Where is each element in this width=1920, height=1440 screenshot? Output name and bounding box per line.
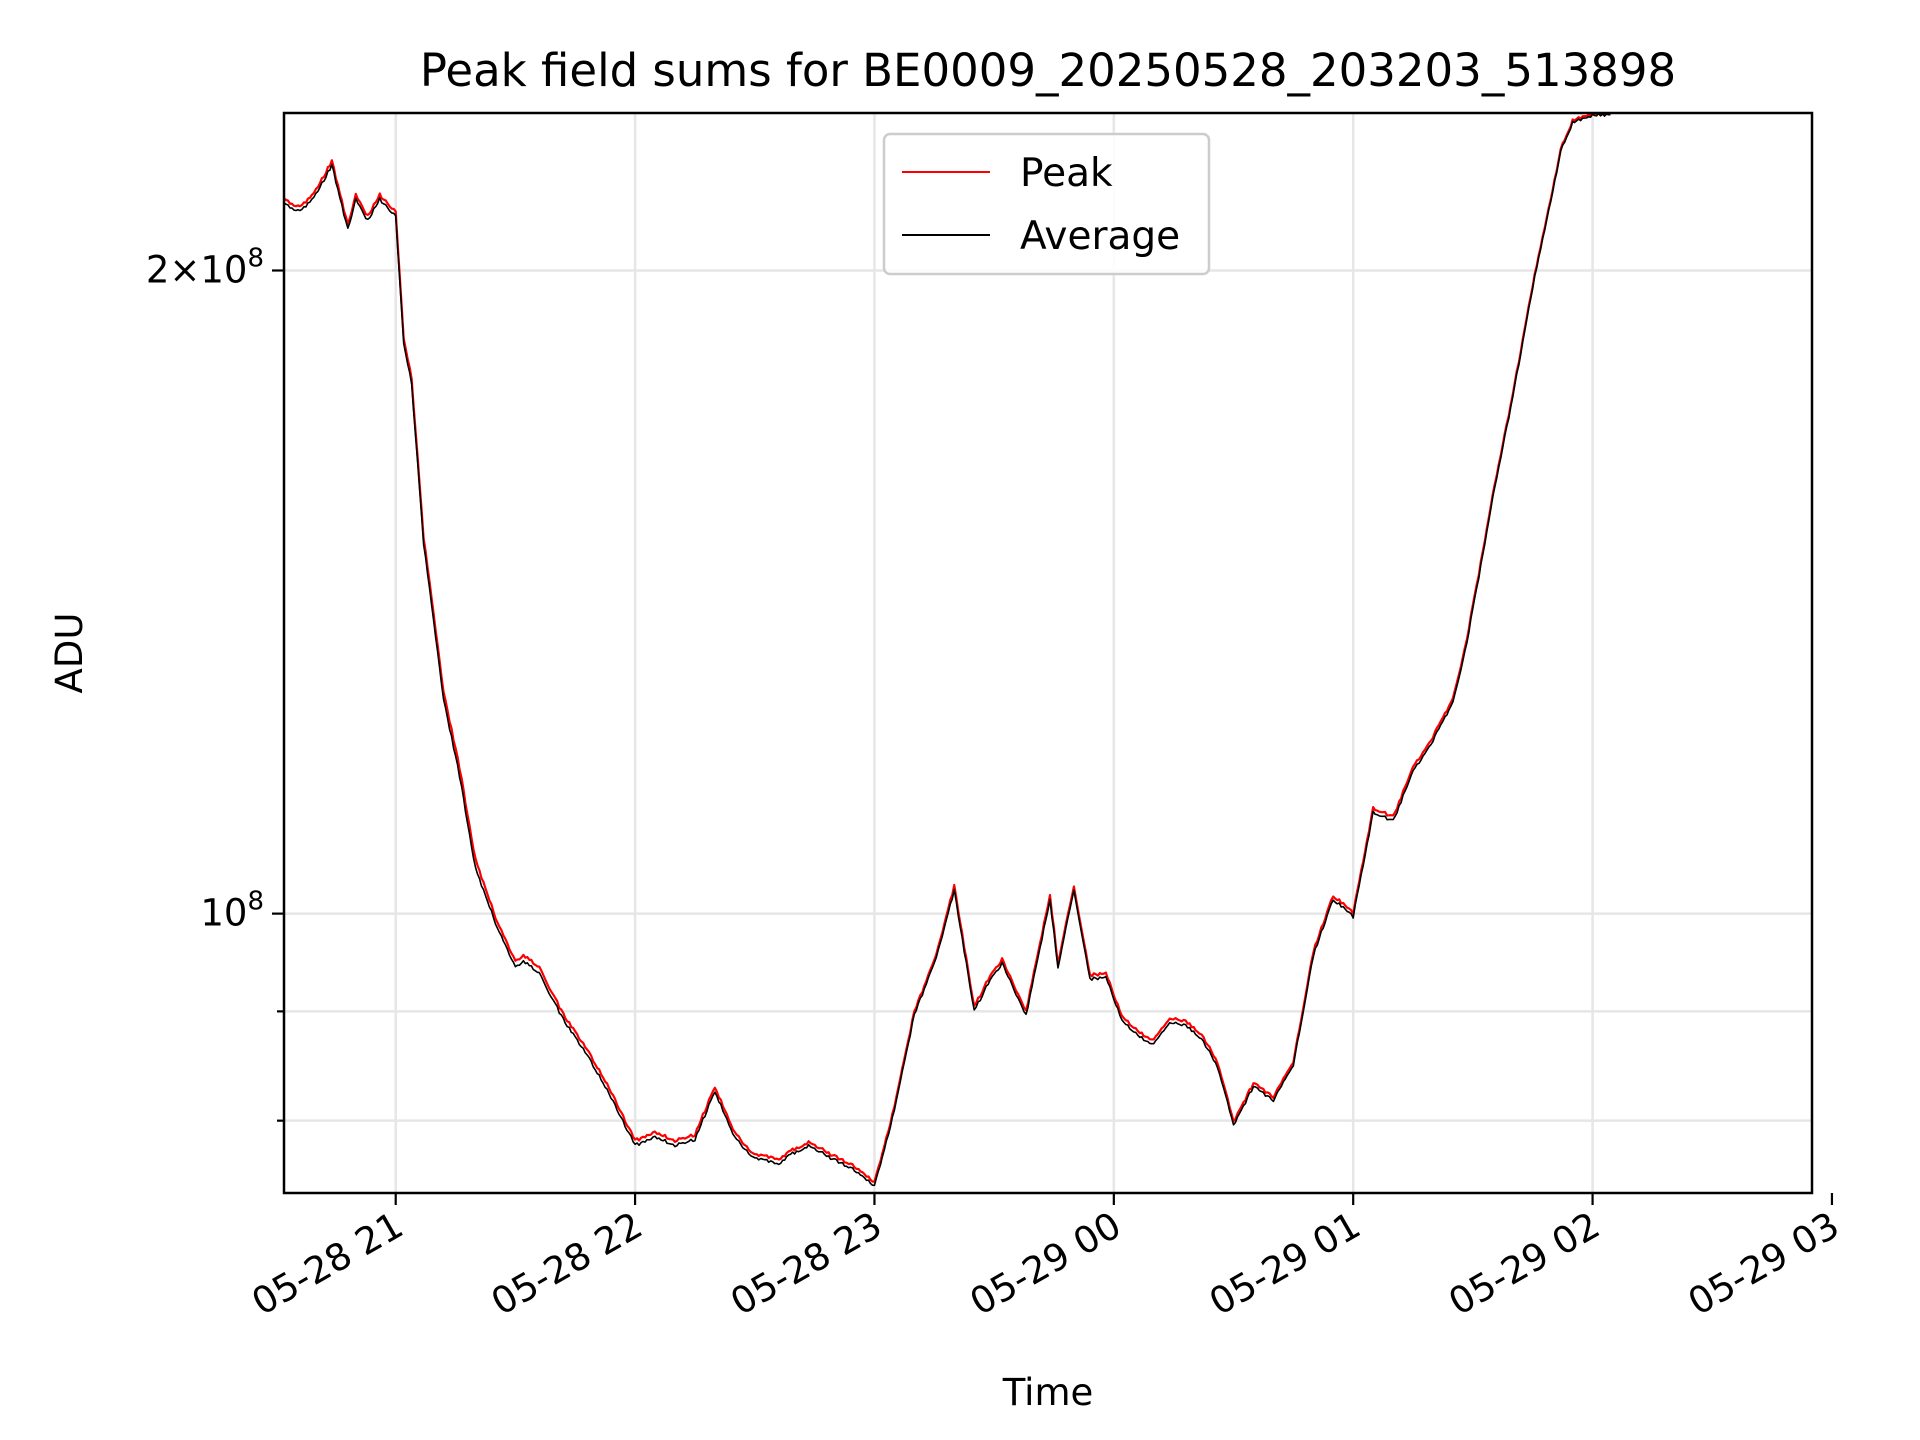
y-tick-label: 2×108 [146,243,264,291]
x-axis-label: Time [1002,1371,1094,1414]
series-line-average [284,113,1611,1187]
x-tick-label: 05-28 22 [484,1204,650,1324]
legend-label-peak: Peak [1020,151,1113,196]
legend-frame [882,132,1211,276]
legend-label-average: Average [1020,214,1180,259]
chart-title: Peak field sums for BE0009_20250528_2032… [420,44,1676,97]
series-line-peak [284,113,1611,1183]
x-tick-label: 05-29 00 [963,1204,1129,1324]
y-tick-label: 108 [200,887,264,935]
x-tick-label: 05-29 01 [1202,1204,1368,1324]
x-tick-label: 05-29 02 [1442,1204,1608,1324]
series-layer [284,113,1611,1187]
x-tick-label: 05-28 23 [723,1204,889,1324]
grid-layer [284,113,1812,1193]
legend: Peak Average [882,132,1211,276]
y-axis-label: ADU [48,613,91,694]
x-tick-label: 05-28 21 [245,1204,411,1324]
axes-frame [282,111,1814,1195]
x-tick-label: 05-29 03 [1681,1204,1847,1324]
